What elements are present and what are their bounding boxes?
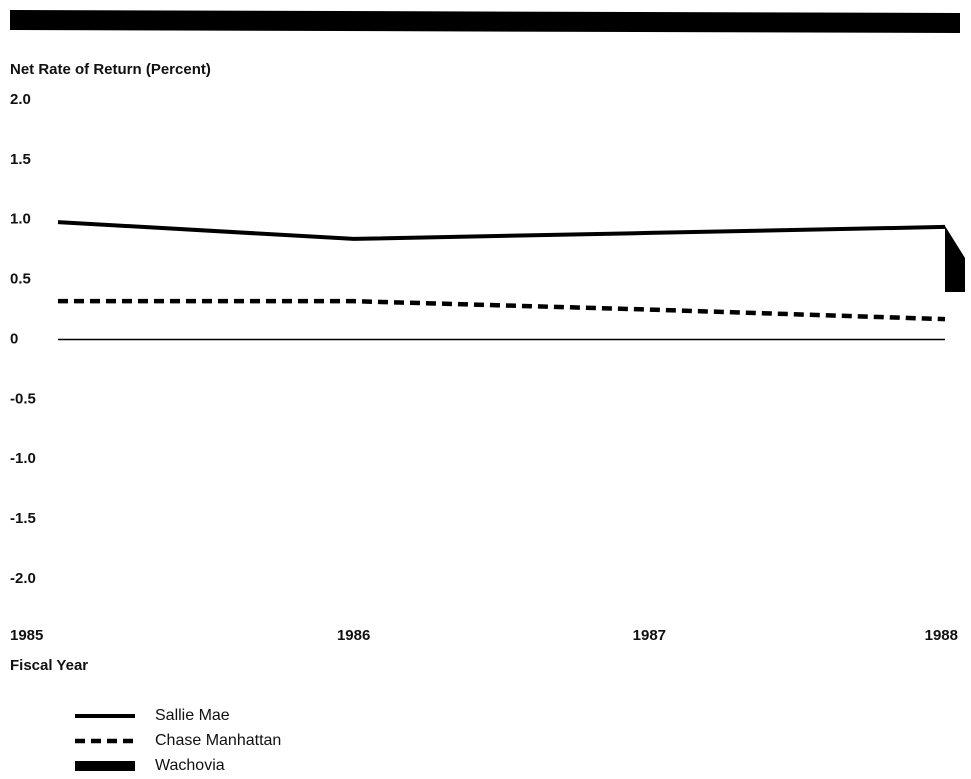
series-line <box>57 220 946 241</box>
y-tick-label: -1.0 <box>10 450 36 467</box>
y-tick-label: -2.0 <box>10 570 36 587</box>
legend-label: Wachovia <box>155 757 225 774</box>
legend-label: Chase Manhattan <box>155 732 281 749</box>
y-tick-label: 0 <box>10 330 18 347</box>
y-tick-label: -1.5 <box>10 510 36 527</box>
y-axis-label: Net Rate of Return (Percent) <box>10 61 211 78</box>
x-tick-label: 1988 <box>925 627 958 644</box>
x-tick-label: 1987 <box>633 627 666 644</box>
legend-label: Sallie Mae <box>155 707 230 724</box>
y-tick-label: 2.0 <box>10 91 31 108</box>
x-axis-label: Fiscal Year <box>10 657 88 674</box>
x-tick-label: 1986 <box>337 627 370 644</box>
y-tick-label: 1.0 <box>10 211 31 228</box>
series-line <box>58 298 946 322</box>
x-tick-label: 1985 <box>10 627 43 644</box>
y-tick-label: 0.5 <box>10 271 31 288</box>
header-bar <box>10 10 960 33</box>
y-tick-label: 1.5 <box>10 151 31 168</box>
y-tick-label: -0.5 <box>10 390 36 407</box>
edge-shape <box>945 226 965 292</box>
